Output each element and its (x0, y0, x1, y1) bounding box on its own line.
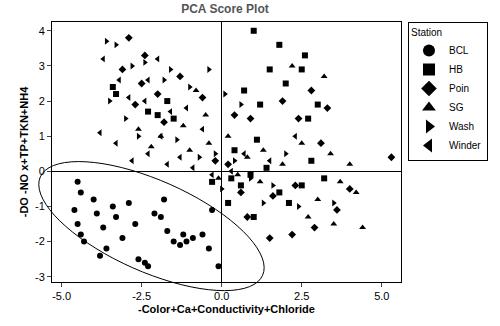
svg-text:2: 2 (39, 95, 45, 107)
svg-text:-DO -NO x+TP+TKN+NH4: -DO -NO x+TP+TKN+NH4 (18, 86, 30, 217)
svg-text:Wash: Wash (449, 121, 474, 132)
svg-text:Winder: Winder (449, 140, 481, 151)
svg-text:-5.0: -5.0 (52, 290, 71, 302)
svg-text:-2.5: -2.5 (132, 290, 151, 302)
svg-text:5.0: 5.0 (374, 290, 389, 302)
svg-text:1: 1 (39, 130, 45, 142)
svg-text:0: 0 (39, 165, 45, 177)
svg-text:-Color+Ca+Conductivity+Chlorid: -Color+Ca+Conductivity+Chloride (138, 303, 315, 315)
svg-text:SG: SG (449, 102, 464, 113)
svg-text:HB: HB (449, 64, 463, 75)
svg-text:-1: -1 (35, 200, 45, 212)
svg-text:Poin: Poin (449, 83, 469, 94)
svg-text:2.5: 2.5 (294, 290, 309, 302)
svg-text:PCA Score Plot: PCA Score Plot (181, 2, 269, 16)
svg-text:BCL: BCL (449, 45, 469, 56)
svg-text:Station: Station (411, 27, 442, 38)
svg-text:4: 4 (39, 25, 45, 37)
svg-text:-2: -2 (35, 235, 45, 247)
svg-text:-3: -3 (35, 271, 45, 283)
svg-text:3: 3 (39, 60, 45, 72)
svg-text:0.0: 0.0 (214, 290, 229, 302)
